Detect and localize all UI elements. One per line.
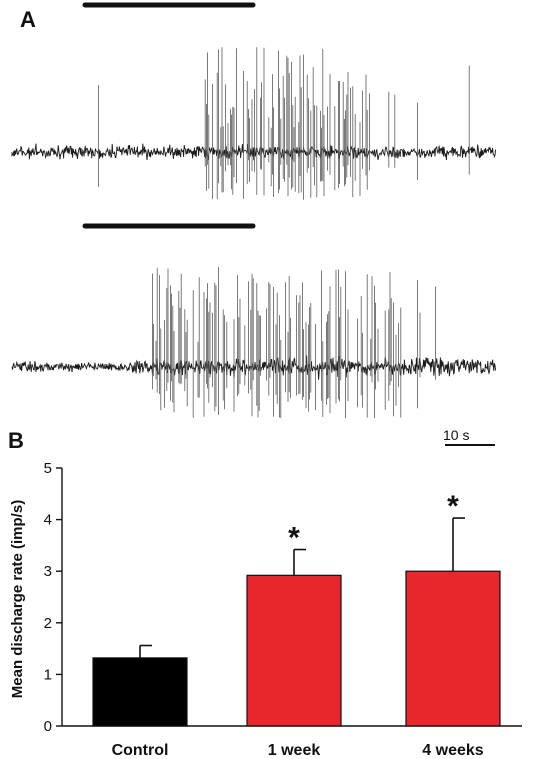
x-category-label: 1 week [268, 742, 321, 759]
y-tick-label: 2 [44, 615, 52, 632]
bars: ** [92, 490, 501, 727]
y-tick-label: 4 [44, 512, 52, 529]
significance-marker: * [288, 522, 300, 555]
y-axis-title: Mean discharge rate (imp/s) [9, 500, 26, 698]
y-tick-label: 1 [44, 666, 52, 683]
x-axis-labels: Control 1 week 4 weeks [112, 742, 484, 759]
neural-trace-bottom [11, 267, 497, 418]
panel-b-letter: B [8, 428, 24, 453]
panel-a-letter: A [20, 7, 36, 32]
y-tick-label: 0 [44, 718, 52, 735]
x-category-label: 4 weeks [422, 742, 483, 759]
y-tick-label: 3 [44, 563, 52, 580]
x-category-label: Control [112, 742, 169, 759]
bar [246, 574, 342, 727]
bar [405, 570, 501, 727]
y-tick-label: 5 [44, 460, 52, 477]
neural-trace-top [11, 47, 497, 200]
bar [92, 657, 188, 727]
significance-marker: * [447, 490, 459, 523]
time-scale-label: 10 s [443, 427, 469, 443]
